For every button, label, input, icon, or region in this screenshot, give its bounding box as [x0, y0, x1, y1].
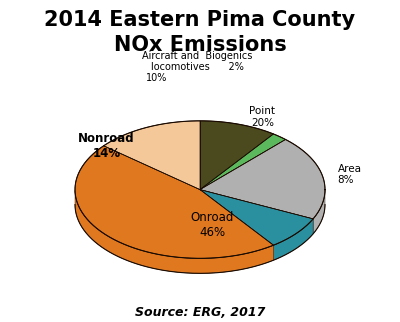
Polygon shape [104, 121, 200, 190]
Text: 2014 Eastern Pima County
NOx Emissions: 2014 Eastern Pima County NOx Emissions [44, 10, 356, 55]
Polygon shape [200, 134, 286, 190]
Text: Aircraft and  Biogenics: Aircraft and Biogenics [142, 51, 253, 61]
Polygon shape [274, 219, 313, 260]
Polygon shape [200, 190, 313, 245]
Polygon shape [75, 146, 274, 258]
Polygon shape [313, 190, 325, 234]
Polygon shape [75, 191, 274, 273]
Polygon shape [200, 139, 325, 219]
Text: Onroad
46%: Onroad 46% [191, 211, 234, 239]
Text: Area
8%: Area 8% [338, 164, 362, 185]
Text: locomotives      2%: locomotives 2% [151, 62, 244, 72]
Polygon shape [200, 121, 274, 190]
Text: 10%: 10% [146, 73, 167, 83]
Text: Nonroad
14%: Nonroad 14% [78, 132, 134, 160]
Text: Source: ERG, 2017: Source: ERG, 2017 [135, 306, 265, 319]
Text: Point
20%: Point 20% [250, 106, 276, 128]
